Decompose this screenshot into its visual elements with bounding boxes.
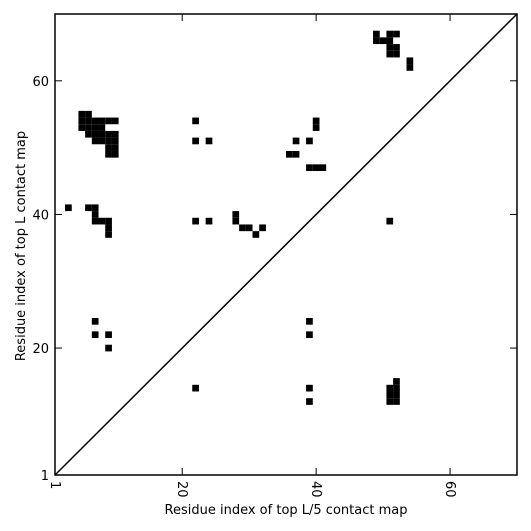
diagonal-line	[54, 13, 518, 476]
contact-point	[239, 224, 246, 232]
x-tick-label: 60	[442, 481, 457, 498]
contact-point	[386, 50, 394, 58]
contact-point	[105, 217, 112, 225]
contact-point	[105, 231, 112, 238]
contact-point	[91, 317, 99, 325]
contact-point	[78, 124, 86, 131]
contact-point	[98, 124, 106, 131]
contact-point	[111, 150, 119, 158]
contact-point	[393, 391, 400, 399]
contact-point	[386, 391, 394, 399]
contact-point	[205, 217, 213, 225]
contact-point	[192, 217, 199, 225]
contact-point	[98, 130, 106, 138]
contact-point	[111, 130, 119, 138]
contact-point	[306, 331, 313, 339]
x-axis-label: Residue index of top L/5 contact map	[165, 503, 408, 518]
contact-point	[91, 217, 99, 225]
contact-point	[312, 117, 320, 125]
contact-point	[306, 164, 313, 172]
contact-point	[105, 117, 112, 125]
contact-point	[105, 150, 112, 158]
contact-point	[386, 37, 394, 45]
contact-point	[393, 384, 400, 392]
contact-point	[406, 64, 414, 71]
contact-point	[192, 384, 199, 392]
y-tick-label: 1	[41, 469, 49, 484]
contact-point	[78, 110, 86, 118]
contact-point	[98, 117, 106, 125]
contact-point	[286, 150, 293, 158]
contact-point	[85, 110, 92, 118]
contact-point	[111, 144, 119, 151]
contact-point	[406, 57, 414, 65]
contact-point	[312, 164, 320, 172]
contact-point	[91, 137, 99, 145]
contact-point	[306, 317, 313, 325]
contact-point	[386, 384, 394, 392]
contact-point	[85, 124, 92, 131]
contact-point	[91, 331, 99, 339]
contact-point	[85, 117, 92, 125]
contact-point	[85, 130, 92, 138]
contact-point	[232, 217, 240, 225]
contact-point	[252, 231, 260, 238]
contact-point	[105, 344, 112, 352]
contact-point	[393, 378, 400, 385]
y-tick-label: 20	[32, 342, 49, 357]
y-tick-label: 60	[32, 75, 49, 90]
contact-point	[111, 137, 119, 145]
contact-point	[386, 30, 394, 38]
x-tick-label: 1	[47, 481, 62, 489]
contact-point	[105, 331, 112, 339]
contact-point	[379, 37, 387, 45]
contact-point	[85, 204, 92, 212]
contact-point	[386, 44, 394, 51]
contact-point	[245, 224, 253, 232]
contact-point	[105, 224, 112, 232]
contact-point	[205, 137, 213, 145]
contact-point	[386, 398, 394, 405]
y-axis-label: Residue index of top L contact map	[14, 131, 29, 361]
contact-point	[393, 50, 400, 58]
contact-point	[292, 150, 300, 158]
contact-point	[111, 117, 119, 125]
contact-point	[393, 30, 400, 38]
contact-point	[386, 217, 394, 225]
contact-point	[192, 137, 199, 145]
contact-point	[232, 211, 240, 218]
x-tick-label: 20	[174, 481, 189, 498]
contact-point	[306, 137, 313, 145]
contact-point	[98, 137, 106, 145]
contact-point	[306, 398, 313, 405]
contact-point	[91, 124, 99, 131]
contact-point	[192, 117, 199, 125]
contact-point	[98, 217, 106, 225]
contact-point	[91, 130, 99, 138]
contact-point	[105, 144, 112, 151]
contact-point	[393, 44, 400, 51]
y-tick-label: 40	[32, 208, 49, 223]
contact-point	[91, 117, 99, 125]
contact-point	[373, 37, 380, 45]
contact-point	[105, 137, 112, 145]
x-tick-label: 40	[308, 481, 323, 498]
contact-point	[65, 204, 72, 212]
contact-point	[373, 30, 380, 38]
contact-point	[105, 130, 112, 138]
contact-point	[312, 124, 320, 131]
contact-point	[306, 384, 313, 392]
contact-point	[292, 137, 300, 145]
plot-frame	[54, 13, 518, 476]
contact-point	[259, 224, 266, 232]
contact-point	[91, 211, 99, 218]
contact-point	[91, 204, 99, 212]
contact-point	[393, 398, 400, 405]
axis-ticks: 1 20 40 60 1 20 40 60	[32, 14, 517, 498]
contact-point	[78, 117, 86, 125]
contact-markers	[65, 30, 414, 405]
contact-point	[319, 164, 327, 172]
